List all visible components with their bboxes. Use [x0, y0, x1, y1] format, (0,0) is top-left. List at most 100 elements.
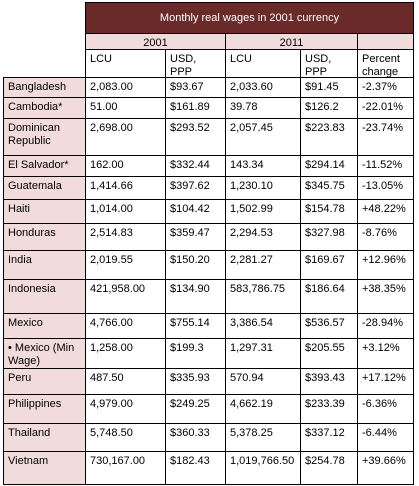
row-label-text: Indonesia — [8, 283, 56, 295]
value-cell: $233.39 — [300, 394, 358, 424]
row-label-text: Cambodia* — [8, 101, 63, 113]
value-cell: 1,502.99 — [225, 199, 301, 224]
value-cell-text: -22.01% — [362, 101, 403, 113]
value-cell-text: $169.67 — [305, 254, 345, 266]
value-cell-text: +39.66% — [362, 455, 406, 467]
row-label-text: Philippines — [8, 398, 62, 410]
value-cell-text: $332.44 — [170, 159, 210, 171]
value-cell: $294.14 — [300, 155, 358, 177]
value-cell-text: $134.90 — [170, 283, 210, 295]
value-cell: 1,014.00 — [85, 199, 166, 224]
value-cell: $154.78 — [300, 199, 358, 224]
value-cell-text: 4,662.19 — [230, 398, 273, 410]
value-cell: 51.00 — [85, 97, 166, 119]
value-cell-text: $104.42 — [170, 203, 210, 215]
row-label: Mexico — [3, 313, 86, 339]
value-cell: -23.74% — [357, 118, 414, 156]
value-cell-text: $93.67 — [170, 81, 204, 93]
value-cell-text: 487.50 — [90, 372, 124, 384]
row-label: • Mexico (Min Wage) — [3, 338, 86, 369]
value-cell: -2.37% — [357, 77, 414, 98]
subheader: Percent change — [357, 49, 414, 78]
value-cell: $169.67 — [300, 250, 358, 280]
value-cell: +12.96% — [357, 250, 414, 280]
value-cell-text: $536.57 — [305, 317, 345, 329]
value-cell: $359.47 — [165, 223, 226, 251]
value-cell: $91.45 — [300, 77, 358, 98]
value-cell: $335.93 — [165, 368, 226, 395]
subheader-text: LCU — [90, 53, 113, 65]
value-cell: 421,958.00 — [85, 279, 166, 314]
value-cell-text: 4,766.00 — [90, 317, 133, 329]
value-cell: $755.14 — [165, 313, 226, 339]
value-cell: 2,281.27 — [225, 250, 301, 280]
row-label-text: Mexico — [8, 317, 43, 329]
value-cell: 1,230.10 — [225, 176, 301, 200]
value-cell: 4,662.19 — [225, 394, 301, 424]
value-cell: 5,748.50 — [85, 423, 166, 452]
subheader-text: Percent change — [362, 53, 400, 78]
value-cell-text: $359.47 — [170, 227, 210, 239]
value-cell: -11.52% — [357, 155, 414, 177]
value-cell-text: $199.3 — [170, 342, 204, 354]
value-cell-text: 1,014.00 — [90, 203, 133, 215]
row-label: Philippines — [3, 394, 86, 424]
year-header-blank — [357, 33, 414, 50]
value-cell: 2,514.83 — [85, 223, 166, 251]
value-cell: 3,386.54 — [225, 313, 301, 339]
value-cell-text: $294.14 — [305, 159, 345, 171]
value-cell: 2,019.55 — [85, 250, 166, 280]
value-cell: -13.05% — [357, 176, 414, 200]
value-cell: 1,297.31 — [225, 338, 301, 369]
value-cell-text: 1,414.66 — [90, 180, 133, 192]
subheader: USD, PPP — [300, 49, 358, 78]
value-cell-text: 730,167.00 — [90, 455, 146, 467]
subheader: LCU — [225, 49, 301, 78]
value-cell: -6.44% — [357, 423, 414, 452]
value-cell-text: +12.96% — [362, 254, 406, 266]
value-cell-text: 143.34 — [230, 159, 264, 171]
row-label-text: Honduras — [8, 227, 56, 239]
value-cell: $337.12 — [300, 423, 358, 452]
value-cell-text: $126.2 — [305, 101, 339, 113]
row-label: Honduras — [3, 223, 86, 251]
value-cell-text: $397.62 — [170, 180, 210, 192]
value-cell: $126.2 — [300, 97, 358, 119]
subheader: LCU — [85, 49, 166, 78]
value-cell-text: 1,297.31 — [230, 342, 273, 354]
value-cell: 2,057.45 — [225, 118, 301, 156]
value-cell: 2,033.60 — [225, 77, 301, 98]
row-label: Guatemala — [3, 176, 86, 200]
value-cell-text: 2,281.27 — [230, 254, 273, 266]
value-cell: $104.42 — [165, 199, 226, 224]
value-cell: +17.12% — [357, 368, 414, 395]
value-cell: 39.78 — [225, 97, 301, 119]
row-label: Indonesia — [3, 279, 86, 314]
value-cell-text: $755.14 — [170, 317, 210, 329]
value-cell: 143.34 — [225, 155, 301, 177]
value-cell: 2,294.53 — [225, 223, 301, 251]
value-cell-text: 2,698.00 — [90, 122, 133, 134]
value-cell-text: 51.00 — [90, 101, 118, 113]
row-label: Vietnam — [3, 451, 86, 485]
value-cell: -22.01% — [357, 97, 414, 119]
value-cell-text: $345.75 — [305, 180, 345, 192]
value-cell: 2,083.00 — [85, 77, 166, 98]
value-cell-text: 1,019,766.50 — [230, 455, 295, 467]
year-header: 2011 — [225, 33, 358, 50]
row-label: El Salvador* — [3, 155, 86, 177]
value-cell-text: $393.43 — [305, 372, 345, 384]
value-cell: 487.50 — [85, 368, 166, 395]
title-cell: Monthly real wages in 2001 currency — [85, 2, 414, 34]
value-cell-text: 2,083.00 — [90, 81, 133, 93]
row-label: Peru — [3, 368, 86, 395]
value-cell-text: -6.44% — [362, 427, 397, 439]
value-cell: +39.66% — [357, 451, 414, 485]
value-cell-text: $186.64 — [305, 283, 345, 295]
value-cell-text: 421,958.00 — [90, 283, 146, 295]
value-cell-text: 583,786.75 — [230, 283, 286, 295]
value-cell-text: 3,386.54 — [230, 317, 273, 329]
row-label-text: El Salvador* — [8, 159, 69, 171]
value-cell: $134.90 — [165, 279, 226, 314]
value-cell-text: 2,019.55 — [90, 254, 133, 266]
